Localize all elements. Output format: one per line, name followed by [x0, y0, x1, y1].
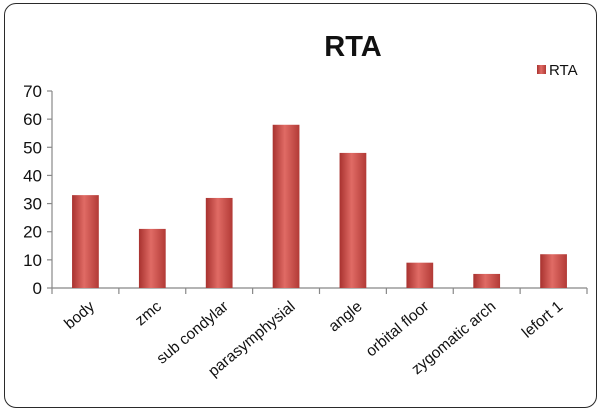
legend: RTA — [537, 62, 578, 79]
bar — [272, 124, 300, 289]
bar — [339, 152, 367, 288]
chart-frame — [4, 3, 597, 408]
bar — [72, 195, 99, 288]
y-tick-label: 0 — [33, 279, 42, 298]
bar — [473, 273, 501, 288]
y-tick-label: 20 — [23, 223, 42, 242]
y-tick-label: 60 — [23, 110, 42, 129]
x-tick-label: angle — [326, 298, 366, 335]
y-tick-label: 40 — [23, 166, 42, 185]
x-tick-label: lefort 1 — [519, 298, 566, 341]
bar — [138, 228, 166, 288]
bar — [205, 197, 233, 288]
bar — [540, 254, 567, 288]
y-tick-label: 30 — [23, 195, 42, 214]
x-tick-label: orbital floor — [363, 298, 433, 360]
legend-swatch — [537, 65, 546, 74]
y-axis: 0 10 20 30 40 50 60 70 — [23, 82, 53, 298]
y-tick-label: 70 — [23, 82, 42, 101]
y-tick-label: 50 — [23, 138, 42, 157]
chart-title: RTA — [324, 31, 382, 63]
x-tick-label: body — [61, 298, 98, 333]
legend-label: RTA — [549, 62, 578, 79]
y-tick-label: 10 — [23, 251, 42, 270]
bars — [72, 124, 567, 289]
bar — [406, 262, 434, 288]
x-tick-label: zmc — [132, 298, 165, 329]
